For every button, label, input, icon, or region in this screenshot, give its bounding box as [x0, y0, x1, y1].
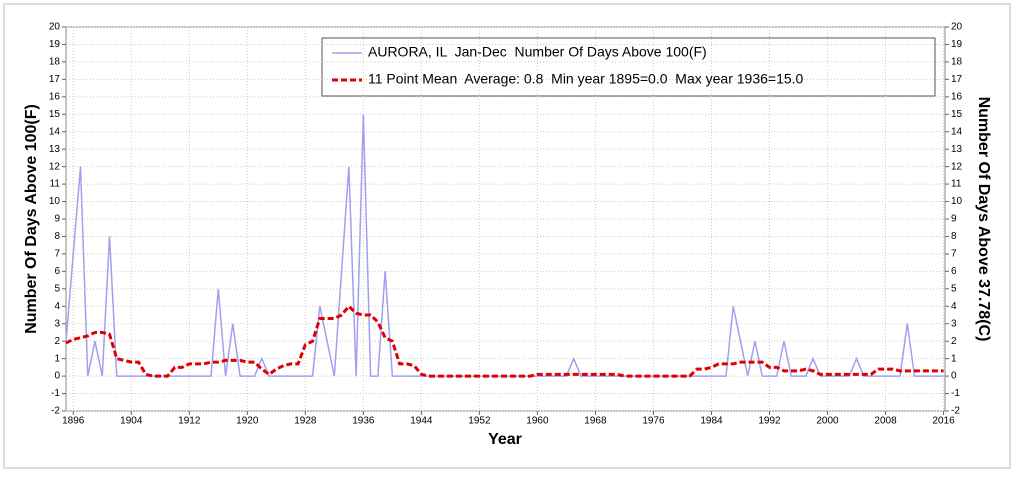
- y2-tick-label: 18: [951, 57, 963, 68]
- y-tick-label: 11: [50, 179, 61, 190]
- y-tick-label: 12: [49, 161, 61, 172]
- x-tick-label: 2000: [816, 416, 839, 427]
- x-tick-label: 2008: [874, 416, 897, 427]
- y-tick-label: 10: [49, 196, 61, 207]
- y-tick-label: 17: [49, 74, 61, 85]
- y-tick-label: 8: [54, 231, 60, 242]
- x-axis-label: Year: [488, 431, 522, 448]
- y-tick-label: 15: [49, 109, 61, 120]
- y-tick-label: 4: [54, 301, 60, 312]
- y-tick-label: 6: [54, 266, 60, 277]
- legend-label: AURORA, IL Jan-Dec Number Of Days Above …: [368, 44, 707, 60]
- y2-tick-label: 17: [951, 74, 963, 85]
- x-tick-label: 1952: [468, 416, 491, 427]
- x-tick-label: 1984: [700, 416, 723, 427]
- y-tick-label: -1: [51, 388, 60, 399]
- y2-tick-label: 9: [951, 214, 957, 225]
- x-tick-label: 1936: [352, 416, 375, 427]
- y-axis-label: Number Of Days Above 100(F): [23, 104, 40, 334]
- x-tick-label: 1976: [642, 416, 665, 427]
- y2-tick-label: 7: [951, 249, 957, 260]
- y2-tick-label: 16: [951, 91, 963, 102]
- y-tick-label: 18: [49, 57, 61, 68]
- y2-tick-label: 6: [951, 266, 957, 277]
- y-tick-label: 0: [54, 371, 60, 382]
- y-tick-label: 7: [54, 249, 60, 260]
- y-tick-label: 3: [54, 318, 60, 329]
- legend: [321, 37, 936, 97]
- x-tick-label: 1920: [236, 416, 259, 427]
- y2-tick-label: 10: [951, 196, 963, 207]
- y2-tick-label: 3: [951, 318, 957, 329]
- y2-tick-label: 19: [951, 39, 963, 50]
- y2-tick-label: 8: [951, 231, 957, 242]
- y2-tick-label: 11: [951, 179, 962, 190]
- y-tick-label: 9: [54, 214, 60, 225]
- y2-tick-label: 20: [951, 22, 963, 33]
- y2-tick-label: 13: [951, 144, 963, 155]
- y2-tick-label: 5: [951, 283, 957, 294]
- y-tick-label: 20: [49, 22, 61, 33]
- y2-tick-label: 2: [951, 336, 957, 347]
- y-tick-label: 1: [54, 353, 60, 364]
- x-tick-label: 1904: [120, 416, 143, 427]
- y-tick-label: 14: [49, 126, 61, 137]
- y-tick-label: 13: [49, 144, 61, 155]
- y2-tick-label: -1: [951, 388, 960, 399]
- y2-tick-label: 15: [951, 109, 963, 120]
- y-tick-label: 5: [54, 283, 60, 294]
- x-tick-label: 1960: [526, 416, 549, 427]
- y-tick-label: 2: [54, 336, 60, 347]
- y2-tick-label: -2: [951, 406, 960, 417]
- y-tick-label: 16: [49, 91, 61, 102]
- y2-tick-label: 14: [951, 126, 963, 137]
- x-tick-label: 1928: [294, 416, 317, 427]
- y2-tick-label: 0: [951, 371, 957, 382]
- y-tick-label: 19: [49, 39, 61, 50]
- x-tick-label: 1968: [584, 416, 607, 427]
- x-tick-label: 1992: [758, 416, 781, 427]
- x-tick-label: 2016: [932, 416, 955, 427]
- x-tick-label: 1896: [62, 416, 85, 427]
- series-line: [65, 304, 944, 378]
- legend-label: 11 Point Mean Average: 0.8 Min year 1895…: [368, 71, 804, 87]
- y-tick-label: -2: [51, 406, 60, 417]
- y2-tick-label: 1: [951, 353, 957, 364]
- x-tick-label: 1944: [410, 416, 433, 427]
- y2-tick-label: 4: [951, 301, 957, 312]
- y2-axis-label: Number Of Days Above 37.78(C): [975, 97, 992, 342]
- x-tick-label: 1912: [178, 416, 201, 427]
- y2-tick-label: 12: [951, 161, 963, 172]
